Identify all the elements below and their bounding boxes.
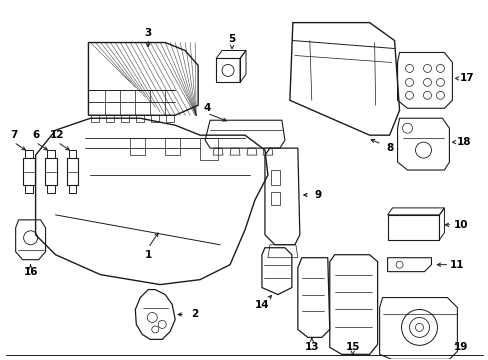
Text: 9: 9 xyxy=(314,190,321,200)
Text: 10: 10 xyxy=(453,220,468,230)
Text: 15: 15 xyxy=(345,342,359,352)
Text: 7: 7 xyxy=(10,130,17,140)
Text: 16: 16 xyxy=(23,267,38,276)
Text: 12: 12 xyxy=(50,130,64,140)
Text: 2: 2 xyxy=(191,310,198,319)
Text: 3: 3 xyxy=(144,28,152,37)
Text: 5: 5 xyxy=(228,33,235,44)
Text: 17: 17 xyxy=(459,73,474,84)
Text: 19: 19 xyxy=(453,342,468,352)
Text: 1: 1 xyxy=(144,250,152,260)
Text: 14: 14 xyxy=(254,300,269,310)
Text: 4: 4 xyxy=(203,103,210,113)
Text: 8: 8 xyxy=(385,143,392,153)
Text: 11: 11 xyxy=(449,260,464,270)
Text: 6: 6 xyxy=(32,130,39,140)
Text: 18: 18 xyxy=(456,137,470,147)
Text: 13: 13 xyxy=(304,342,318,352)
